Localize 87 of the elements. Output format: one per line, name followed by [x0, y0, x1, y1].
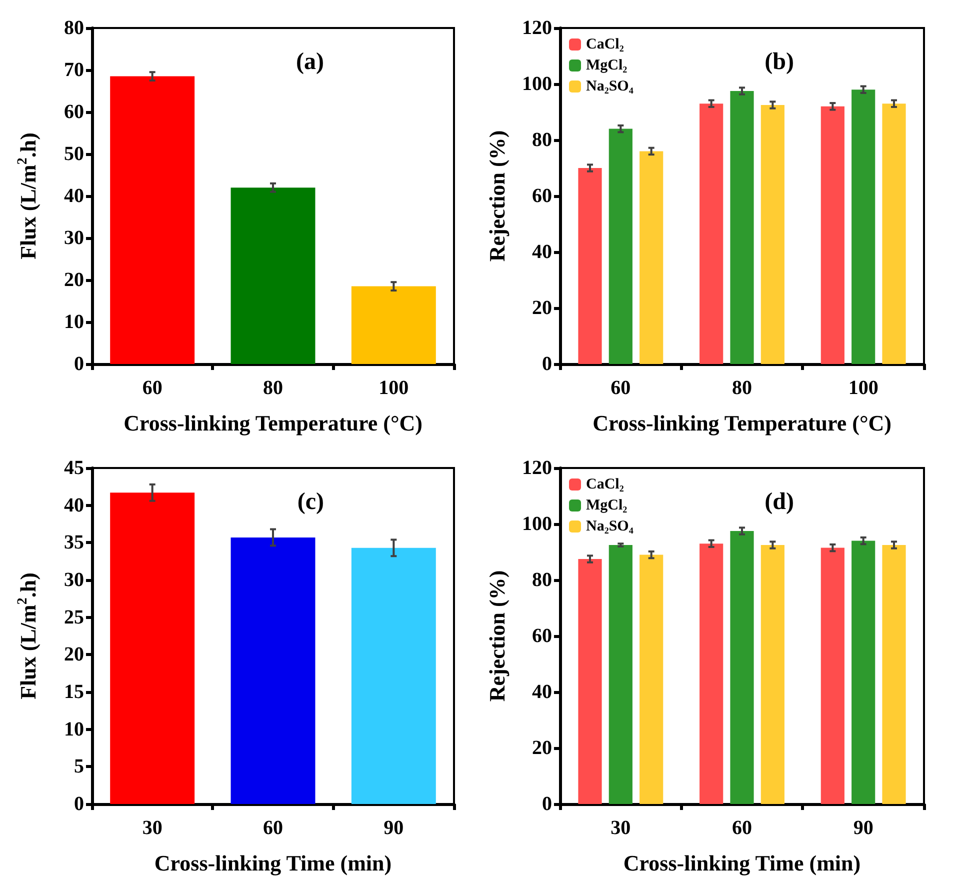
y-axis-title: Flux (L/m2.h)	[16, 132, 40, 260]
bar	[730, 91, 754, 364]
y-tick-label: 40	[64, 494, 84, 516]
y-tick-label: 40	[532, 241, 552, 263]
legend-label: CaCl₂	[586, 476, 624, 492]
bar	[820, 548, 844, 804]
x-tick-label: 90	[384, 817, 404, 839]
y-tick-label: 60	[64, 101, 84, 123]
x-tick-label: 60	[732, 817, 752, 839]
bar	[760, 545, 784, 804]
y-tick-label: 80	[532, 129, 552, 151]
y-tick-label: 5	[74, 756, 84, 778]
y-tick-label: 100	[522, 73, 552, 95]
legend-label: MgCl₂	[586, 58, 628, 74]
x-tick-label: 60	[610, 377, 631, 399]
y-tick-label: 70	[64, 59, 84, 81]
y-axis-title: Rejection (%)	[484, 570, 510, 702]
y-tick-label: 30	[64, 227, 84, 249]
y-tick-label: 20	[532, 737, 552, 759]
y-tick-label: 120	[522, 457, 552, 479]
legend-label: Na₂SO₄	[586, 518, 634, 534]
y-tick-label: 0	[74, 793, 84, 815]
x-tick-label: 100	[848, 377, 878, 399]
y-tick-label: 50	[64, 143, 84, 165]
bar	[608, 545, 632, 804]
y-tick-label: 10	[64, 718, 84, 740]
y-tick-label: 40	[64, 185, 84, 207]
annotation: (a)	[296, 49, 324, 75]
y-tick-label: 20	[64, 644, 84, 666]
y-tick-label: 45	[64, 457, 84, 479]
x-axis-title: Cross-linking Temperature (°C)	[124, 410, 422, 436]
y-tick-label: 120	[522, 17, 552, 39]
bar	[730, 531, 754, 804]
annotation: (d)	[764, 489, 794, 515]
y-tick-label: 0	[74, 353, 84, 375]
bar	[882, 545, 906, 804]
x-tick-label: 60	[263, 817, 283, 839]
annotation: (b)	[764, 49, 794, 75]
bar	[700, 104, 724, 364]
bar	[578, 168, 602, 364]
bar	[351, 548, 436, 804]
bar	[882, 104, 906, 364]
y-tick-label: 100	[522, 513, 552, 535]
y-tick-label: 15	[64, 681, 84, 703]
bar	[760, 105, 784, 364]
y-tick-label: 0	[542, 353, 552, 375]
legend-label: MgCl₂	[586, 498, 628, 514]
bar	[852, 90, 876, 364]
y-tick-label: 60	[532, 185, 552, 207]
legend-label: CaCl₂	[586, 36, 624, 52]
bar	[351, 286, 436, 364]
y-tick-label: 40	[532, 681, 552, 703]
annotation: (c)	[297, 489, 324, 515]
y-tick-label: 0	[542, 793, 552, 815]
y-tick-label: 20	[532, 297, 552, 319]
bar	[640, 151, 664, 364]
x-tick-label: 30	[610, 817, 631, 839]
x-tick-label: 90	[853, 817, 874, 839]
bar	[578, 559, 602, 804]
y-tick-label: 60	[532, 625, 552, 647]
y-tick-label: 10	[64, 311, 84, 333]
bar	[820, 106, 844, 364]
y-tick-label: 25	[64, 606, 84, 628]
legend-label: Na₂SO₄	[586, 78, 634, 94]
x-tick-label: 80	[732, 377, 752, 399]
bar	[700, 544, 724, 804]
y-axis-title: Rejection (%)	[484, 130, 510, 262]
y-tick-label: 35	[64, 532, 84, 554]
bar	[110, 76, 195, 364]
x-tick-label: 80	[263, 377, 283, 399]
y-tick-label: 30	[64, 569, 84, 591]
bar	[852, 540, 876, 804]
x-tick-label: 100	[378, 377, 409, 399]
y-tick-label: 80	[64, 17, 84, 39]
y-tick-label: 80	[532, 569, 552, 591]
x-tick-label: 60	[142, 377, 162, 399]
bar	[608, 128, 632, 364]
bar	[230, 188, 316, 364]
bar	[110, 492, 195, 804]
bar	[230, 537, 316, 804]
bar	[640, 554, 664, 804]
y-tick-label: 20	[64, 269, 84, 291]
x-axis-title: Cross-linking Time (min)	[154, 850, 392, 876]
x-axis-title: Cross-linking Time (min)	[623, 850, 861, 876]
x-tick-label: 30	[142, 817, 162, 839]
y-axis-title: Flux (L/m2.h)	[16, 572, 40, 700]
x-axis-title: Cross-linking Temperature (°C)	[592, 410, 892, 436]
